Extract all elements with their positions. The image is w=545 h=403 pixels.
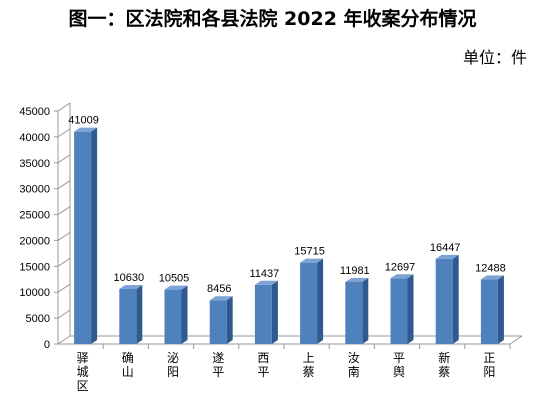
category-label: 确山 — [122, 351, 134, 379]
category-label: 泌阳 — [167, 351, 179, 379]
data-label: 15715 — [294, 246, 325, 258]
bar-side — [317, 258, 324, 344]
floor-right-edge — [509, 335, 523, 345]
category-label: 新蔡 — [438, 350, 450, 379]
bar-top — [119, 284, 143, 289]
y-tick-depth-line — [57, 232, 71, 241]
y-tick-depth-line — [57, 283, 71, 293]
y-tick-depth-line — [57, 257, 71, 267]
bar-top — [390, 274, 414, 279]
y-tick-label: 40000 — [19, 132, 50, 144]
category-label: 驿城区 — [77, 351, 89, 393]
bar — [435, 258, 453, 344]
bar — [209, 300, 227, 344]
bar-top — [74, 127, 98, 132]
bar — [74, 131, 92, 344]
y-tick-label: 15000 — [19, 261, 50, 273]
category-label: 西平 — [257, 351, 269, 379]
data-label: 16447 — [430, 242, 461, 254]
bar-top — [480, 275, 504, 280]
category-label: 遂平 — [212, 351, 224, 379]
y-tick-depth-line — [57, 102, 71, 112]
y-tick-label: 10000 — [19, 287, 50, 299]
data-label: 12488 — [475, 262, 506, 274]
data-label: 11437 — [250, 268, 280, 280]
bar-top — [209, 296, 233, 301]
y-tick-label: 0 — [44, 339, 50, 351]
data-label: 41009 — [68, 115, 99, 127]
y-tick-depth-line — [57, 206, 71, 215]
bar — [345, 281, 363, 344]
bar-side — [497, 275, 504, 344]
y-tick-label: 5000 — [26, 313, 50, 325]
bar — [390, 278, 408, 344]
bar-top — [435, 254, 459, 259]
bar — [119, 288, 137, 344]
y-tick-label: 25000 — [19, 210, 50, 222]
category-label: 汝南 — [348, 351, 360, 379]
y-tick-depth-line — [57, 128, 71, 138]
bar-side — [407, 274, 414, 344]
category-label: 正阳 — [483, 351, 495, 379]
data-label: 8456 — [207, 283, 231, 295]
y-tick-depth-line — [57, 309, 71, 319]
bar — [164, 289, 182, 344]
y-tick-label: 35000 — [19, 158, 50, 170]
bar-side — [136, 284, 143, 344]
bar-side — [226, 296, 233, 344]
bar-side — [452, 254, 459, 344]
y-tick-label: 45000 — [19, 106, 50, 118]
bar-side — [362, 277, 369, 344]
bar-top — [345, 277, 369, 282]
bar-top — [164, 285, 188, 290]
bar-side — [91, 127, 98, 344]
category-label: 上蔡 — [303, 351, 315, 379]
bar-top — [300, 258, 324, 263]
y-tick-label: 20000 — [19, 235, 50, 247]
chart-title: 图一：区法院和各县法院 2022 年收案分布情况 — [68, 8, 477, 30]
bar — [300, 262, 318, 344]
bar — [254, 284, 272, 344]
bar — [480, 279, 498, 344]
data-label: 11981 — [340, 265, 370, 277]
y-tick-label: 30000 — [19, 184, 50, 196]
y-tick-depth-line — [57, 180, 71, 190]
y-tick-depth-line — [57, 154, 71, 164]
data-label: 10630 — [114, 272, 145, 284]
y-tick-depth-line — [57, 335, 71, 345]
bar-side — [181, 285, 188, 344]
bar-side — [271, 280, 278, 344]
data-label: 10505 — [159, 273, 190, 285]
unit-label: 单位：件 — [462, 48, 527, 67]
category-label: 平舆 — [393, 351, 405, 379]
bar-top — [254, 280, 278, 285]
data-label: 12697 — [385, 261, 416, 273]
